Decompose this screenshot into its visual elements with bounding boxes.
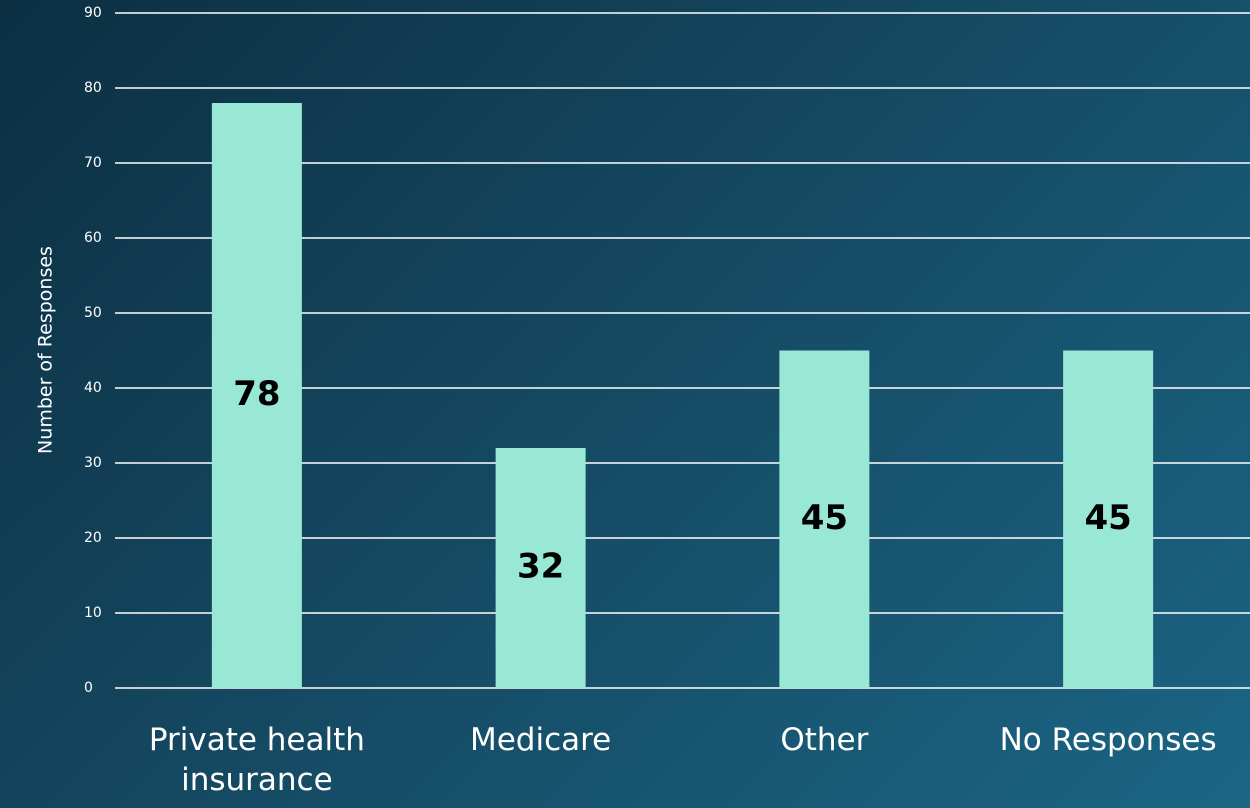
y-tick-label: 50 xyxy=(84,305,102,321)
y-tick-label: 70 xyxy=(84,155,102,171)
x-tick-label: Other xyxy=(780,722,869,758)
y-tick-label: 80 xyxy=(84,80,102,96)
y-tick-label: 90 xyxy=(84,5,102,21)
y-tick-label: 60 xyxy=(84,230,102,246)
data-label: 45 xyxy=(1084,498,1131,538)
bar xyxy=(211,103,302,688)
data-label: 32 xyxy=(517,547,564,587)
y-tick-label: 0 xyxy=(84,680,93,696)
y-tick-label: 10 xyxy=(84,605,102,621)
bar xyxy=(779,350,870,688)
y-tick-label: 40 xyxy=(84,380,102,396)
bar xyxy=(495,448,586,688)
bar xyxy=(1063,350,1154,688)
x-tick-label: Private health insurance xyxy=(148,722,365,798)
y-tick-label: 30 xyxy=(84,455,102,471)
y-tick-label: 20 xyxy=(84,530,102,546)
y-axis-label: Number of Responses xyxy=(35,246,57,454)
x-tick-label: Medicare xyxy=(469,722,612,758)
x-tick-label: No Responses xyxy=(999,722,1217,758)
data-label: 45 xyxy=(801,498,848,538)
data-label: 78 xyxy=(233,374,280,414)
